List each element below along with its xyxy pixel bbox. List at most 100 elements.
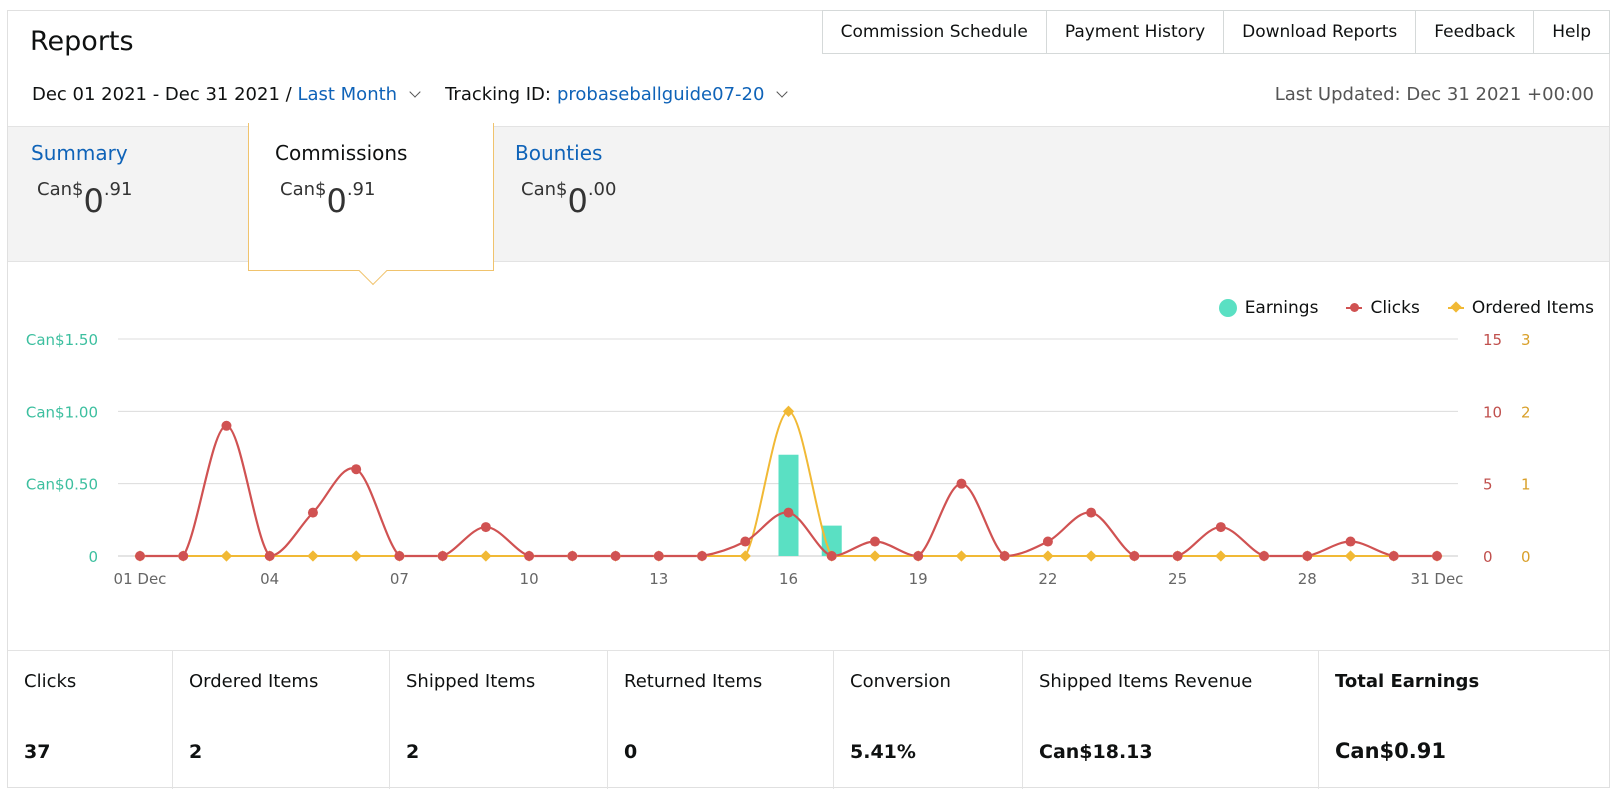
- tab-commissions[interactable]: Commissions Can$0.91: [248, 123, 494, 286]
- clicks-point: [1259, 551, 1270, 561]
- clicks-point: [1388, 551, 1399, 561]
- clicks-point: [567, 551, 578, 561]
- report-tabs: Summary Can$0.91 Commissions Can$0.91 Bo…: [8, 123, 1609, 286]
- tab-bounties[interactable]: Bounties Can$0.00: [515, 127, 755, 263]
- amount-integer: 0: [567, 182, 588, 220]
- stat-value: 37: [24, 741, 51, 763]
- bounties-amount: Can$0.00: [521, 177, 616, 217]
- y-left-tick-label: Can$1.50: [26, 331, 98, 349]
- clicks-line: [140, 424, 1437, 558]
- y-left-tick-label: Can$1.00: [26, 403, 98, 421]
- commission-schedule-button[interactable]: Commission Schedule: [821, 10, 1047, 54]
- period-dropdown[interactable]: Last Month: [297, 84, 398, 105]
- stat-returned-items: Returned Items 0: [608, 651, 834, 789]
- tracking-id-dropdown[interactable]: probaseballguide07-20: [556, 84, 765, 105]
- ordered-items-point: [220, 550, 233, 562]
- stats-summary: Clicks 37 Ordered Items 2 Shipped Items 2 R…: [8, 650, 1609, 789]
- stat-value: 5.41%: [850, 741, 916, 763]
- clicks-point: [1172, 551, 1183, 561]
- legend-ordered-items[interactable]: Ordered Items: [1447, 298, 1594, 318]
- amount-decimal: .91: [346, 179, 376, 200]
- x-tick-label: 28: [1298, 570, 1317, 588]
- clicks-point: [783, 507, 794, 518]
- stat-label: Shipped Items: [406, 671, 536, 692]
- download-reports-button[interactable]: Download Reports: [1224, 10, 1417, 54]
- ordered-items-point: [307, 550, 319, 562]
- page-title: Reports: [30, 26, 134, 57]
- clicks-point: [1302, 551, 1313, 561]
- legend-ordered-label: Ordered Items: [1471, 298, 1594, 318]
- amount-currency: Can$: [37, 179, 84, 200]
- earnings-bar: [821, 525, 842, 556]
- ordered-items-point: [480, 550, 492, 562]
- tab-commissions-label: Commissions: [275, 141, 408, 165]
- feedback-button[interactable]: Feedback: [1416, 10, 1535, 54]
- stat-conversion: Conversion 5.41%: [834, 651, 1023, 789]
- stat-value: 2: [189, 741, 203, 763]
- earnings-swatch-icon: [1218, 299, 1237, 317]
- clicks-point: [135, 551, 145, 561]
- x-tick-label: 01 Dec: [114, 570, 167, 588]
- chart-legend: Earnings Clicks Ordered Items: [1191, 298, 1594, 318]
- ordered-items-point: [1042, 550, 1054, 562]
- clicks-point: [178, 551, 189, 561]
- filter-row: Dec 01 2021 - Dec 31 2021 / Last Month T…: [32, 84, 794, 105]
- tab-summary[interactable]: Summary Can$0.91: [31, 127, 271, 263]
- stat-value: 0: [624, 741, 638, 763]
- stat-value: 2: [406, 741, 420, 763]
- clicks-point: [264, 551, 275, 561]
- y-right-clicks-tick-label: 15: [1483, 331, 1502, 349]
- stat-shipped-items: Shipped Items 2: [390, 651, 608, 789]
- clicks-point: [610, 551, 621, 561]
- x-tick-label: 07: [390, 570, 409, 588]
- help-button[interactable]: Help: [1534, 10, 1610, 54]
- x-tick-label: 10: [520, 570, 539, 588]
- amount-decimal: .91: [103, 179, 133, 200]
- payment-history-button[interactable]: Payment History: [1046, 10, 1225, 54]
- clicks-point: [740, 536, 751, 547]
- x-tick-label: 16: [779, 570, 798, 588]
- y-right-ordered-tick-label: 1: [1521, 476, 1531, 494]
- clicks-point: [1432, 551, 1442, 561]
- clicks-point: [697, 551, 708, 561]
- x-tick-label: 13: [649, 570, 668, 588]
- tab-summary-label: Summary: [31, 141, 128, 165]
- legend-earnings[interactable]: Earnings: [1218, 298, 1318, 318]
- amount-integer: 0: [83, 182, 104, 220]
- clicks-point: [524, 551, 535, 561]
- ordered-items-point: [869, 550, 881, 562]
- x-tick-label: 25: [1168, 570, 1187, 588]
- clicks-point: [1042, 536, 1053, 547]
- x-tick-label: 22: [1038, 570, 1057, 588]
- clicks-point: [999, 551, 1010, 561]
- ordered-swatch-icon: [1447, 307, 1464, 309]
- clicks-point: [307, 507, 318, 518]
- stat-label: Returned Items: [624, 671, 763, 692]
- legend-clicks[interactable]: Clicks: [1346, 298, 1420, 318]
- legend-clicks-label: Clicks: [1370, 298, 1420, 318]
- amount-integer: 0: [326, 182, 347, 220]
- y-right-ordered-tick-label: 2: [1521, 403, 1531, 421]
- clicks-point: [956, 478, 967, 489]
- stat-label: Conversion: [850, 671, 951, 692]
- x-tick-label: 19: [909, 570, 928, 588]
- date-range-text: Dec 01 2021 - Dec 31 2021 /: [32, 84, 292, 105]
- ordered-items-point: [1085, 550, 1097, 562]
- stat-label: Clicks: [24, 671, 77, 692]
- stat-clicks: Clicks 37: [8, 651, 173, 789]
- clicks-point: [869, 536, 880, 547]
- stat-label: Shipped Items Revenue: [1039, 671, 1253, 692]
- clicks-point: [437, 551, 448, 561]
- ordered-items-point: [782, 405, 795, 417]
- clicks-point: [394, 551, 405, 561]
- amount-currency: Can$: [280, 179, 327, 200]
- ordered-items-point: [739, 550, 751, 562]
- clicks-point: [1129, 551, 1140, 561]
- clicks-point: [653, 551, 664, 561]
- clicks-point: [221, 420, 232, 431]
- stat-label: Ordered Items: [189, 671, 319, 692]
- clicks-point: [351, 464, 362, 475]
- ordered-items-point: [1215, 550, 1227, 562]
- stat-total-earnings: Total Earnings Can$0.91: [1319, 651, 1609, 789]
- x-tick-label: 31 Dec: [1411, 570, 1464, 588]
